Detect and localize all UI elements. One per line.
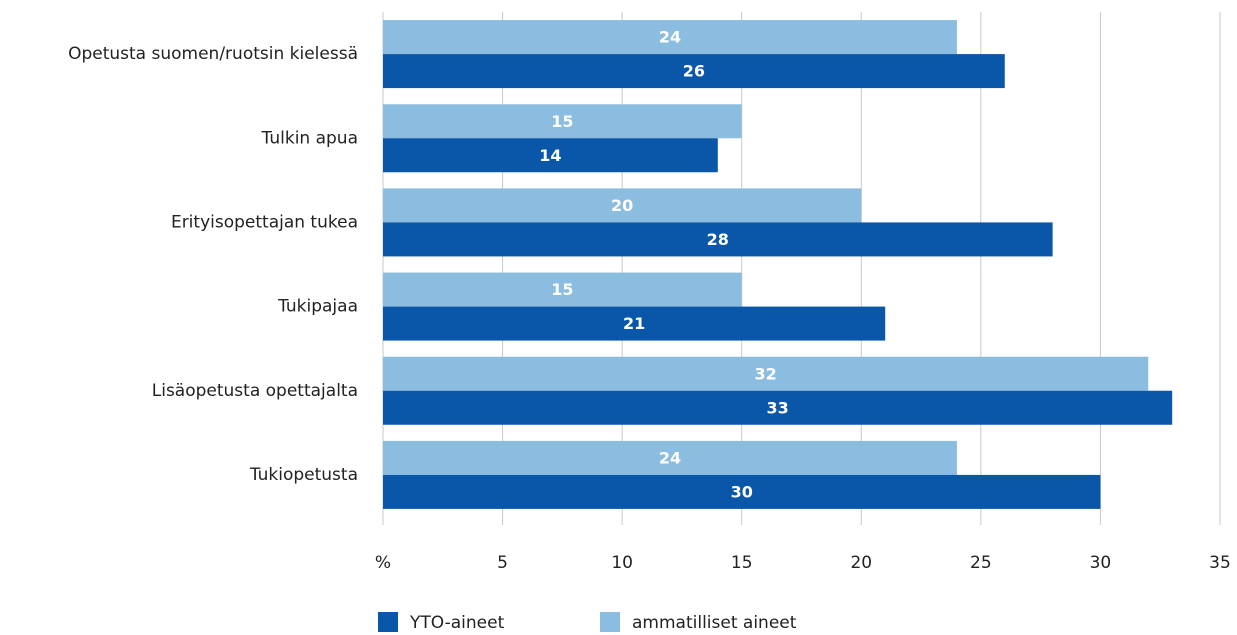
bar: [383, 272, 742, 307]
category-label: Tukipajaa: [277, 297, 358, 317]
value-label: 20: [611, 196, 633, 215]
bar: [383, 222, 1053, 257]
category-label: Tulkin apua: [261, 128, 358, 148]
bar: [383, 54, 1005, 89]
x-tick-label: 30: [1090, 553, 1112, 573]
value-label: 15: [551, 112, 573, 131]
category-label: Tukiopetusta: [249, 465, 358, 485]
category-label: Lisäopetusta opettajalta: [152, 381, 358, 401]
value-label: 21: [623, 314, 645, 333]
bar: [383, 104, 742, 139]
value-label: 30: [731, 482, 753, 501]
category-label: Erityisopettajan tukea: [171, 212, 358, 232]
x-tick-label: 20: [850, 553, 872, 573]
x-tick-label: 25: [970, 553, 992, 573]
category-label: Opetusta suomen/ruotsin kielessä: [68, 44, 358, 64]
bar: [383, 138, 718, 173]
x-tick-label: 10: [611, 553, 633, 573]
x-tick-label: 5: [497, 553, 508, 573]
x-tick-label: 15: [731, 553, 753, 573]
value-label: 32: [754, 364, 776, 383]
x-tick-label: %: [375, 553, 391, 573]
bar: [383, 474, 1101, 509]
bar: [383, 20, 957, 55]
bar: [383, 356, 1149, 391]
legend-swatch: [600, 612, 620, 632]
bar: [383, 390, 1173, 425]
value-label: 26: [683, 62, 705, 81]
legend-label: ammatilliset aineet: [632, 613, 797, 633]
bar: [383, 306, 886, 341]
x-tick-label: 35: [1209, 553, 1231, 573]
value-label: 24: [659, 28, 681, 47]
value-label: 15: [551, 280, 573, 299]
bar: [383, 440, 957, 475]
value-label: 14: [539, 146, 561, 165]
value-label: 24: [659, 448, 681, 467]
legend-label: YTO-aineet: [409, 613, 505, 633]
value-label: 28: [707, 230, 729, 249]
bar: [383, 188, 862, 223]
value-label: 33: [766, 398, 788, 417]
legend-swatch: [378, 612, 398, 632]
